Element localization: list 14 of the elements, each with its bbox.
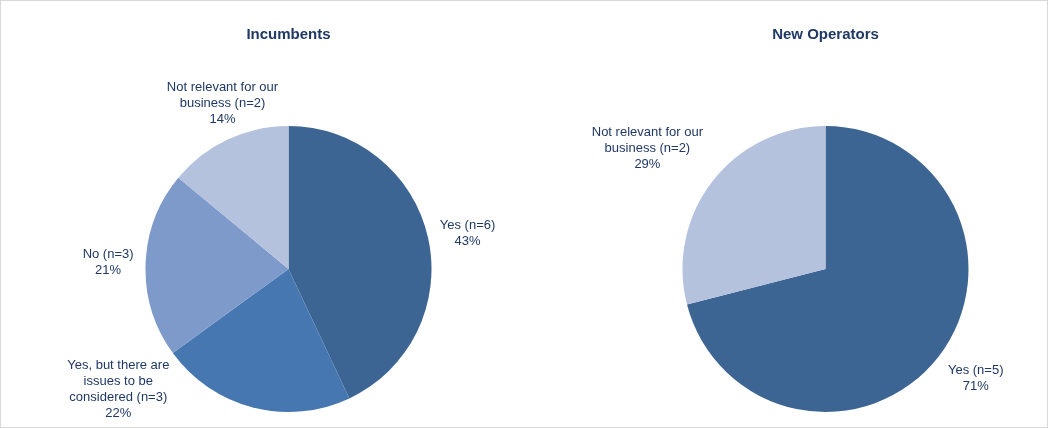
slice-label: Yes (n=6) [439,217,496,233]
data-label: 14% [209,110,236,126]
chart-title: Incumbents [245,25,332,42]
data-label: 21% [95,262,122,278]
data-label: 43% [454,233,481,249]
chart-title: New Operators [771,25,880,42]
slice-label: Not relevant for our business (n=2) [166,78,279,110]
data-label: 29% [634,156,661,172]
data-label: 71% [962,378,990,394]
slice-label: No (n=3) [82,246,134,262]
slice-label: Not relevant for our business (n=2) [591,124,704,156]
slice-label: Yes (n=5) [947,362,1004,378]
data-label: 22% [105,405,132,421]
slice-label: Yes, but there are issues to be considered (n=3) [67,357,170,405]
